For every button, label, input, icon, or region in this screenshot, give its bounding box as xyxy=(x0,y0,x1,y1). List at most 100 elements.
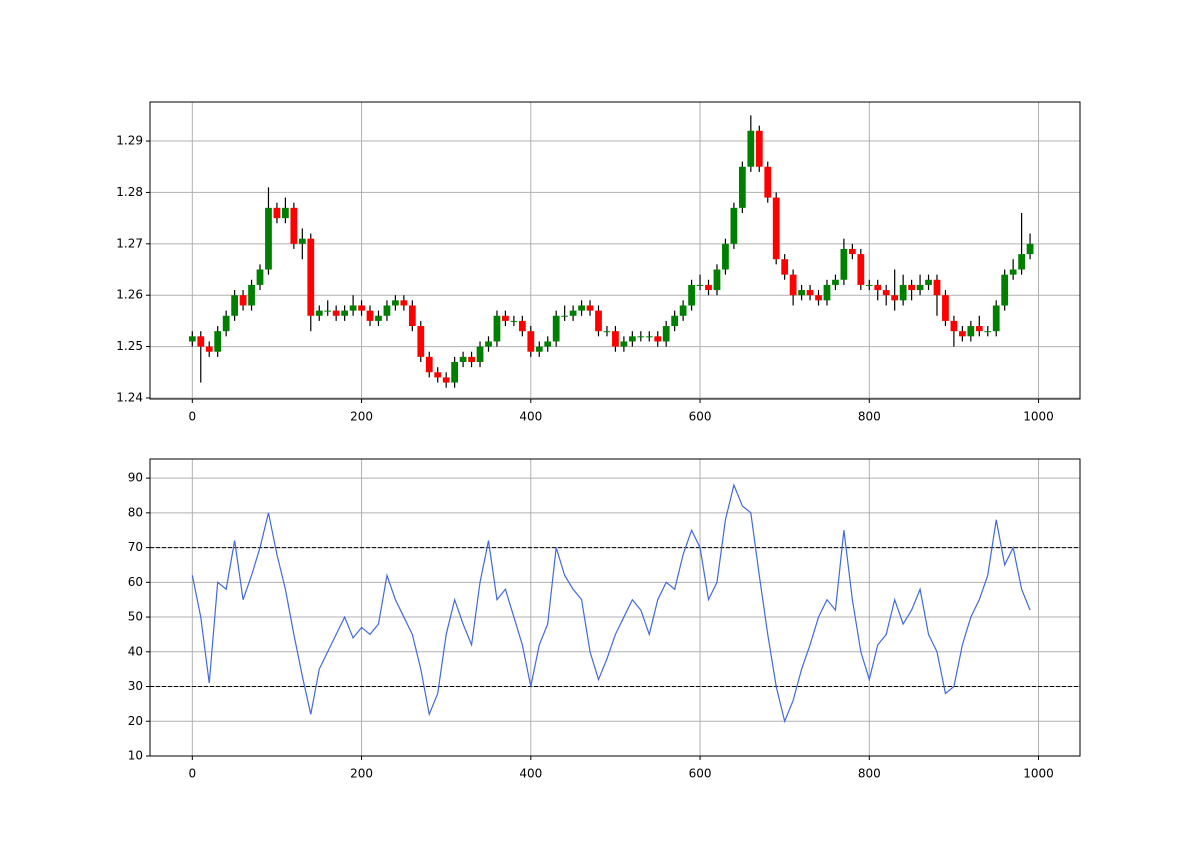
candle-body xyxy=(747,130,755,167)
candle-body xyxy=(282,207,289,219)
y-tick-label: 1.24 xyxy=(116,390,143,404)
candle-body xyxy=(544,341,552,347)
candle-body xyxy=(992,305,1000,332)
candle-body xyxy=(349,305,357,311)
candle-body xyxy=(628,336,636,342)
x-tick-label: 1000 xyxy=(1023,767,1054,781)
candle-body xyxy=(1018,254,1025,270)
x-tick-label: 400 xyxy=(519,410,542,424)
candle-body xyxy=(645,336,653,338)
candle-body xyxy=(933,279,941,296)
candle-body xyxy=(315,310,323,316)
y-tick-label: 1.28 xyxy=(116,185,143,199)
candle-body xyxy=(290,207,298,244)
candle-body xyxy=(874,284,882,291)
candle-body xyxy=(671,315,679,327)
candle-body xyxy=(231,295,239,316)
candle-body xyxy=(1026,243,1034,255)
candle-body xyxy=(383,305,391,316)
candle-body xyxy=(722,243,729,270)
candle-body xyxy=(620,341,628,347)
candle-body xyxy=(239,295,247,306)
candle-body xyxy=(942,295,949,321)
candle-body xyxy=(451,362,459,383)
candle-body xyxy=(375,315,382,321)
candle-body xyxy=(434,372,442,378)
y-tick-label: 30 xyxy=(128,679,143,693)
candle-body xyxy=(1001,274,1009,306)
candle-body xyxy=(696,284,704,286)
candle-body xyxy=(358,305,365,311)
candle-body xyxy=(848,248,856,255)
candle-body xyxy=(188,336,196,342)
y-tick-label: 40 xyxy=(128,644,143,658)
candle-body xyxy=(400,300,408,306)
candle-body xyxy=(755,130,763,167)
candle-body xyxy=(908,284,915,291)
candle-body xyxy=(485,341,492,347)
y-tick-label: 10 xyxy=(128,749,143,763)
candle-body xyxy=(324,310,332,312)
x-tick-label: 600 xyxy=(689,410,712,424)
axes-frame xyxy=(149,458,1081,757)
candle-body xyxy=(578,305,585,311)
y-tick-label: 80 xyxy=(128,505,143,519)
candle-body xyxy=(265,207,272,270)
candle-body xyxy=(1009,269,1017,275)
y-tick-label: 1.26 xyxy=(116,288,143,302)
candle-body xyxy=(586,305,594,311)
candle-body xyxy=(518,320,526,332)
candle-body xyxy=(332,310,340,316)
y-tick-label: 90 xyxy=(128,471,143,485)
candle-body xyxy=(958,331,966,337)
candle-body xyxy=(222,315,230,332)
candle-body xyxy=(950,320,958,332)
candle-body xyxy=(595,310,602,332)
candle-body xyxy=(823,284,831,301)
candle-body xyxy=(925,279,932,285)
candle-body xyxy=(248,284,255,306)
x-tick-label: 200 xyxy=(350,410,373,424)
candle-body xyxy=(967,326,975,337)
candle-body xyxy=(772,197,780,260)
candle-body xyxy=(916,284,924,291)
candle-body xyxy=(527,331,535,352)
candle-body xyxy=(789,274,797,296)
x-tick-label: 0 xyxy=(188,410,196,424)
candle-body xyxy=(713,269,721,291)
candle-body xyxy=(417,326,425,357)
candle-body xyxy=(510,320,518,322)
candle-body xyxy=(975,326,983,332)
candle-body xyxy=(899,284,907,301)
candle-body xyxy=(662,326,670,342)
candle-body xyxy=(815,295,822,301)
x-tick-label: 400 xyxy=(519,767,542,781)
line-series xyxy=(191,483,1031,724)
candle-body xyxy=(476,346,484,363)
candle-body xyxy=(798,290,805,296)
candle-body xyxy=(535,346,543,352)
candle-body xyxy=(882,290,890,296)
candle-body xyxy=(730,207,738,244)
y-tick-label: 1.25 xyxy=(116,339,143,353)
candle-body xyxy=(425,356,433,373)
x-tick-label: 200 xyxy=(350,767,373,781)
y-tick-label: 70 xyxy=(128,540,143,554)
candle-body xyxy=(857,254,865,285)
candle-body xyxy=(256,269,264,285)
candle-body xyxy=(307,238,315,316)
candle-body xyxy=(832,279,839,285)
candle-body xyxy=(366,310,374,321)
candle-body xyxy=(408,305,416,327)
candle-body xyxy=(654,336,662,342)
x-tick-label: 1000 xyxy=(1023,410,1054,424)
candle-body xyxy=(442,377,450,383)
candle-body xyxy=(688,284,695,306)
candle-body xyxy=(459,356,467,363)
candle-body xyxy=(552,315,560,342)
candle-body xyxy=(781,259,789,275)
candle-body xyxy=(984,331,992,333)
x-tick-label: 800 xyxy=(858,410,881,424)
